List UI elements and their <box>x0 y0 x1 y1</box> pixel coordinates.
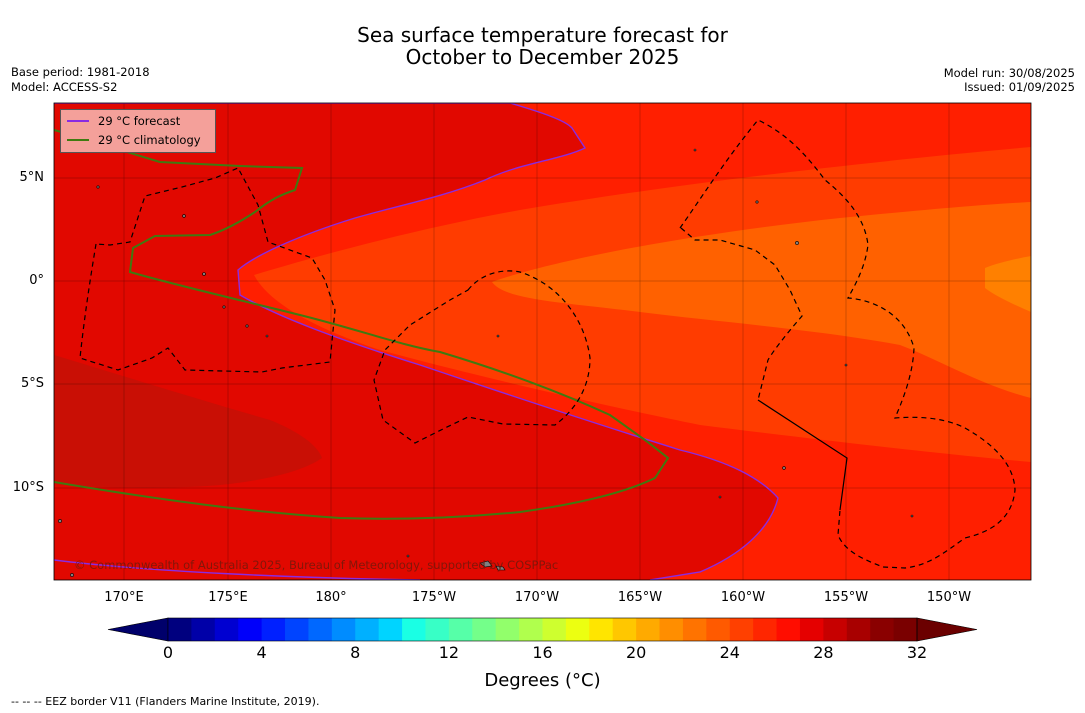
base-period-text: Base period: 1981-2018 <box>11 65 150 79</box>
lat-label-5n: 5°N <box>19 170 45 185</box>
legend: 29 °C forecast 29 °C climatology <box>60 109 216 153</box>
lat-label-5s: 5°S <box>20 376 44 391</box>
lon-label-175e: 175°E <box>208 590 248 605</box>
islands <box>58 148 914 577</box>
colorbar-tick-label: 20 <box>625 643 647 662</box>
eez-border-solid <box>757 399 848 511</box>
lon-label-150w: 150°W <box>926 590 972 605</box>
colorbar-cell <box>331 618 356 641</box>
colorbar-tick-label: 16 <box>532 643 553 662</box>
plot-frame <box>53 102 1032 581</box>
colorbar-tick-label: 24 <box>719 643 740 662</box>
colorbar-cell <box>495 618 520 641</box>
legend-climatology: 29 °C climatology <box>67 132 201 148</box>
legend-forecast: 29 °C forecast <box>67 113 180 129</box>
lon-label-155w: 155°W <box>823 590 869 605</box>
chart-title-line2: October to December 2025 <box>405 45 680 69</box>
sst-band-27-28 <box>492 202 1031 398</box>
colorbar-tick-label: 8 <box>350 643 361 662</box>
colorbar-label: Degrees (°C) <box>484 670 601 691</box>
colorbar-tick-label: 32 <box>906 643 928 662</box>
colorbar-cell <box>565 618 590 641</box>
model-run-text: Model run: 30/08/2025 <box>943 66 1075 80</box>
chart-title-line1: Sea surface temperature forecast for <box>357 23 728 47</box>
colorbar-cell <box>729 618 754 641</box>
colorbar-cell <box>355 618 380 641</box>
colorbar-cell <box>402 618 426 641</box>
colorbar-cell <box>472 618 497 641</box>
colorbar-frame <box>167 617 918 642</box>
sst-field <box>54 103 1031 580</box>
lon-label-160w: 160°W <box>720 590 766 605</box>
colorbar-cell <box>519 618 543 641</box>
colorbar-cell <box>542 618 567 641</box>
colorbar-cell <box>308 618 333 641</box>
colorbar-cell <box>870 618 895 641</box>
lat-label-0: 0° <box>29 273 44 288</box>
lat-label-10s: 10°S <box>12 480 44 495</box>
colorbar-cell <box>823 618 848 641</box>
colorbar-cell <box>425 618 450 641</box>
colorbar-cell <box>285 618 309 641</box>
lon-label-175w: 175°W <box>411 590 457 605</box>
colorbar-cell <box>261 618 286 641</box>
colorbar-cell <box>776 618 801 641</box>
sst-band-26-27 <box>985 256 1031 312</box>
colorbar <box>107 617 978 642</box>
colorbar-tick-label: 12 <box>438 643 460 662</box>
colorbar-cell <box>659 618 684 641</box>
colorbar-cell <box>846 618 871 641</box>
eez-borders <box>79 119 1016 569</box>
colorbar-cell <box>448 618 473 641</box>
lon-label-165w: 165°W <box>617 590 663 605</box>
forecast-29c-contour <box>54 103 779 580</box>
eez-footnote: -- -- -- EEZ border V11 (Flanders Marine… <box>11 695 320 708</box>
colorbar-cell <box>612 618 637 641</box>
graticule <box>54 103 1031 580</box>
colorbar-tick-label: 0 <box>162 643 174 662</box>
colorbar-cell <box>753 618 778 641</box>
lon-label-170w: 170°W <box>514 590 560 605</box>
colorbar-extend-low <box>107 617 169 642</box>
legend-forecast-label: 29 °C forecast <box>98 114 181 128</box>
legend-climatology-swatch <box>67 139 89 141</box>
colorbar-cell <box>636 618 661 641</box>
colorbar-cell <box>682 618 707 641</box>
colorbar-cell <box>799 618 824 641</box>
copyright-notice: © Commonwealth of Australia 2025, Bureau… <box>74 558 559 572</box>
colorbar-cell <box>893 618 918 641</box>
lon-label-170e: 170°E <box>104 590 144 605</box>
issued-text: Issued: 01/09/2025 <box>964 80 1075 94</box>
colorbar-cell <box>191 618 216 641</box>
colorbar-cell <box>238 618 263 641</box>
lon-label-180: 180° <box>315 590 347 605</box>
colorbar-cell <box>706 618 731 641</box>
model-text: Model: ACCESS-S2 <box>11 80 118 94</box>
forecast-29c-contour-south <box>54 559 421 580</box>
legend-climatology-label: 29 °C climatology <box>98 133 201 147</box>
colorbar-cell <box>168 618 192 641</box>
colorbar-tick-label: 4 <box>256 643 267 662</box>
colorbar-cell <box>378 618 403 641</box>
legend-forecast-swatch <box>67 120 89 122</box>
colorbar-extend-high <box>916 617 978 642</box>
colorbar-tick-label: 28 <box>813 643 834 662</box>
climatology-29c-contour <box>54 129 670 520</box>
colorbar-cell <box>589 618 614 641</box>
sst-band-31-32 <box>54 355 322 488</box>
colorbar-cell <box>214 618 239 641</box>
